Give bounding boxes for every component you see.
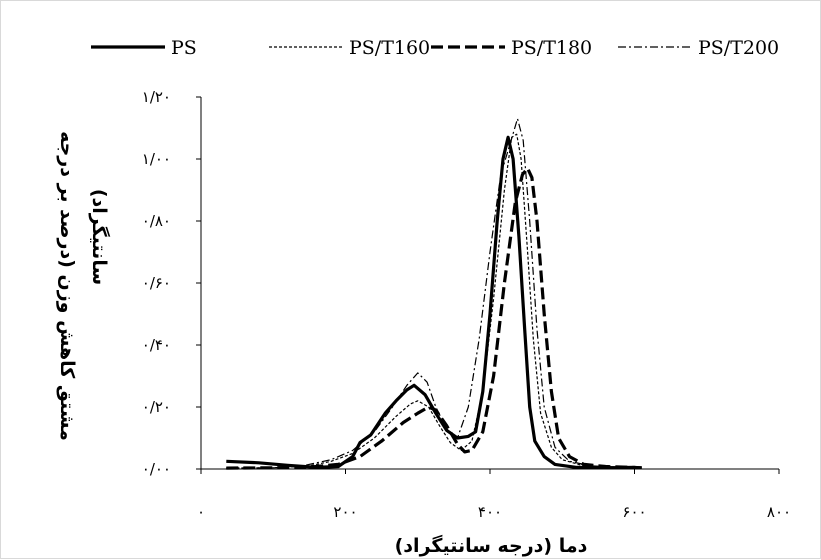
legend: PS PS/T160 PS/T180 PS/T200 [91, 37, 779, 59]
y-axis-title: مشتق کاهش وزن (درصد بر درجه سانتیگراد) [56, 131, 111, 441]
legend-label: PS/T180 [511, 37, 592, 59]
legend-label: PS/T200 [698, 37, 779, 59]
y-tick-label: ۰/۲۰ [142, 398, 171, 416]
y-axis-title-line: سانتیگراد) [88, 189, 111, 285]
axes: ۰/۰۰ ۰/۲۰ ۰/۴۰ ۰/۶۰ ۰/۸۰ ۱/۰۰ ۱/۲۰ ۰ ۲۰۰ ۴۰۰ ۶۰۰ ۸۰… [142, 88, 791, 521]
legend-label: PS/T160 [349, 37, 430, 59]
x-tick-label: ۰ [197, 503, 205, 521]
series-layer [226, 118, 642, 470]
y-tick-label: ۰/۸۰ [142, 212, 171, 230]
x-axis-title: دما (درجه سانتیگراد) [395, 534, 588, 557]
axis-titles: دما (درجه سانتیگراد) مشتق کاهش وزن (درصد … [56, 131, 588, 557]
series-line-ps-t180 [226, 166, 642, 470]
legend-label: PS [171, 37, 197, 59]
y-tick-label: ۰/۴۰ [142, 336, 171, 354]
y-tick-label: ۰/۶۰ [142, 274, 171, 292]
y-tick-label: ۱/۲۰ [142, 88, 171, 106]
x-tick-label: ۸۰۰ [767, 503, 791, 521]
x-tick-label: ۶۰۰ [622, 503, 646, 521]
series-line-ps-t200 [226, 118, 642, 469]
x-tick-label: ۲۰۰ [333, 503, 357, 521]
series-line-ps-t160 [226, 133, 642, 469]
series-line-ps [226, 135, 642, 470]
y-axis-title-line: مشتق کاهش وزن (درصد بر درجه [56, 131, 78, 441]
y-tick-label: ۱/۰۰ [142, 150, 171, 168]
x-tick-label: ۴۰۰ [478, 503, 502, 521]
y-tick-label: ۰/۰۰ [142, 460, 171, 478]
